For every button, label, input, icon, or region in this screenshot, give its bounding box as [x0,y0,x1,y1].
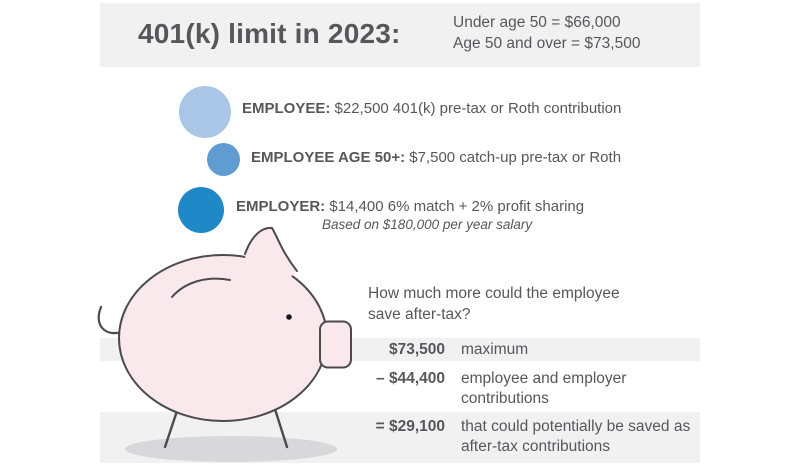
pig-eye [286,314,292,320]
calc-row-maximum: $73,500 maximum [100,338,700,361]
pig-tail [97,305,127,335]
limit-50-and-over: Age 50 and over = $73,500 [453,35,641,52]
calc-row-contributions: – $44,400 employee and employer contribu… [100,366,700,412]
calc-label-contributions: employee and employer contributions [461,370,627,407]
header-band [100,3,700,67]
bullet-employer-text: $14,400 6% match + 2% profit sharing [325,198,585,215]
bullet-circle-employee [179,86,231,138]
bullet-employee-50plus-label: EMPLOYEE AGE 50+: [251,149,406,166]
bullet-employee-label: EMPLOYEE: [242,100,331,117]
calc-amount-contributions: – $44,400 [376,370,445,387]
bullet-employer-label: EMPLOYER: [236,198,326,215]
calc-amount-maximum: $73,500 [388,341,445,358]
header-limits: Under age 50 = $66,000 Age 50 and over =… [453,12,640,54]
calc-label-after-tax: that could potentially be saved as after… [461,418,691,455]
pig-back-line [171,277,231,298]
limit-under-50: Under age 50 = $66,000 [453,14,621,31]
bullet-employer: EMPLOYER: $14,400 6% match + 2% profit s… [236,198,584,215]
bullet-employee-text: $22,500 401(k) pre-tax or Roth contribut… [330,100,622,117]
bullet-circle-employer [178,187,224,233]
salary-note: Based on $180,000 per year salary [322,217,533,232]
question-text: How much more could the employee save af… [368,285,620,323]
page-title: 401(k) limit in 2023: [138,18,401,49]
calc-amount-after-tax: = $29,100 [375,418,445,435]
calculation-rows: $73,500 maximum – $44,400 employee and e… [100,338,700,463]
bullet-employee-50plus-text: $7,500 catch-up pre-tax or Roth [405,149,622,166]
calc-row-after-tax: = $29,100 that could potentially be save… [100,412,700,463]
bullet-circle-employee-50plus [207,143,240,176]
calc-label-maximum: maximum [461,341,529,358]
bullet-employee-50plus: EMPLOYEE AGE 50+: $7,500 catch-up pre-ta… [251,149,621,166]
pig-ear [244,226,298,272]
bullet-employee: EMPLOYEE: $22,500 401(k) pre-tax or Roth… [242,100,621,117]
pig-ear-fill [244,227,297,284]
